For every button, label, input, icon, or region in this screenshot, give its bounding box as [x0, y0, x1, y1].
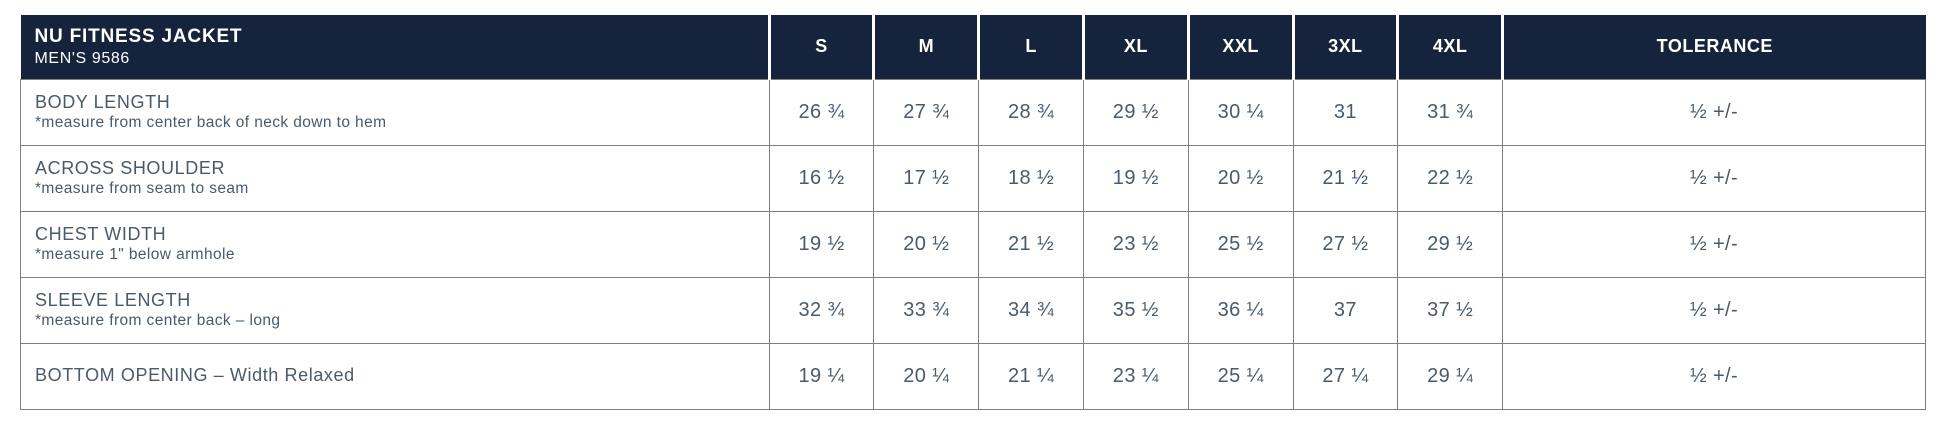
size-value: 23 ¼	[1082, 342, 1189, 410]
size-value: 37 ½	[1397, 276, 1504, 344]
column-header-m: M	[872, 15, 979, 79]
size-value: 19 ½	[1082, 144, 1189, 212]
size-value: 36 ¼	[1187, 276, 1294, 344]
size-value: 20 ½	[1187, 144, 1294, 212]
measurement-name: BODY LENGTH	[35, 91, 171, 112]
tolerance-value: ½ +/-	[1502, 144, 1926, 212]
measurement-name: ACROSS SHOULDER	[35, 157, 226, 178]
size-value: 21 ½	[978, 210, 1084, 278]
header-row: NU FITNESS JACKET MEN'S 9586 S M L XL XX…	[20, 15, 1926, 79]
table-row-chest-width: CHEST WIDTH *measure 1" below armhole 19…	[20, 210, 1926, 278]
measurement-note: *measure from center back – long	[35, 311, 281, 329]
size-chart-table: NU FITNESS JACKET MEN'S 9586 S M L XL XX…	[20, 15, 1926, 410]
column-header-3xl: 3XL	[1291, 15, 1398, 79]
measurement-label-cell: BOTTOM OPENING – Width Relaxed	[20, 342, 770, 410]
product-header-cell: NU FITNESS JACKET MEN'S 9586	[20, 15, 770, 79]
measurement-label-cell: CHEST WIDTH *measure 1" below armhole	[20, 210, 770, 278]
tolerance-value: ½ +/-	[1502, 210, 1926, 278]
product-style-number: MEN'S 9586	[34, 50, 130, 68]
measurement-label-cell: SLEEVE LENGTH *measure from center back …	[20, 276, 770, 344]
size-value: 21 ½	[1292, 144, 1399, 212]
size-value: 29 ½	[1397, 210, 1504, 278]
size-value: 37	[1292, 276, 1399, 344]
product-title: NU FITNESS JACKET	[34, 26, 243, 48]
column-header-xl: XL	[1081, 15, 1189, 79]
measurement-name: SLEEVE LENGTH	[35, 289, 191, 310]
size-value: 31	[1292, 78, 1399, 146]
size-chart-container: NU FITNESS JACKET MEN'S 9586 S M L XL XX…	[20, 15, 1926, 410]
column-header-s: S	[767, 15, 874, 79]
size-value: 34 ¾	[978, 276, 1084, 344]
measurement-label-cell: BODY LENGTH *measure from center back of…	[20, 78, 770, 146]
size-value: 29 ½	[1082, 78, 1189, 146]
measurement-note: *measure from seam to seam	[35, 179, 249, 197]
tolerance-value: ½ +/-	[1502, 276, 1926, 344]
size-value: 26 ¾	[768, 78, 875, 146]
size-value: 35 ½	[1082, 276, 1189, 344]
table-row-sleeve-length: SLEEVE LENGTH *measure from center back …	[20, 276, 1926, 344]
measurement-note: *measure from center back of neck down t…	[35, 113, 387, 131]
tolerance-value: ½ +/-	[1502, 78, 1926, 146]
size-value: 17 ½	[873, 144, 980, 212]
size-value: 19 ½	[768, 210, 875, 278]
size-value: 27 ¼	[1292, 342, 1399, 410]
measurement-name: BOTTOM OPENING – Width Relaxed	[35, 365, 355, 386]
size-value: 28 ¾	[978, 78, 1084, 146]
column-header-tolerance: TOLERANCE	[1501, 15, 1926, 79]
table-header: NU FITNESS JACKET MEN'S 9586 S M L XL XX…	[20, 15, 1926, 79]
tolerance-value: ½ +/-	[1502, 342, 1926, 410]
table-row-bottom-opening: BOTTOM OPENING – Width Relaxed 19 ¼ 20 ¼…	[20, 342, 1926, 410]
size-value: 19 ¼	[768, 342, 875, 410]
size-value: 22 ½	[1397, 144, 1504, 212]
measurement-note: *measure 1" below armhole	[35, 245, 235, 263]
size-value: 18 ½	[978, 144, 1084, 212]
size-value: 25 ½	[1187, 210, 1294, 278]
size-value: 23 ½	[1082, 210, 1189, 278]
size-value: 31 ¾	[1397, 78, 1504, 146]
size-value: 16 ½	[768, 144, 875, 212]
size-value: 32 ¾	[768, 276, 875, 344]
table-row-across-shoulder: ACROSS SHOULDER *measure from seam to se…	[20, 144, 1926, 212]
size-value: 20 ½	[873, 210, 980, 278]
measurement-name: CHEST WIDTH	[35, 223, 167, 244]
column-header-4xl: 4XL	[1396, 15, 1503, 79]
table-body: BODY LENGTH *measure from center back of…	[20, 78, 1926, 410]
table-row-body-length: BODY LENGTH *measure from center back of…	[20, 78, 1926, 146]
column-header-l: L	[977, 15, 1084, 79]
size-value: 25 ¼	[1187, 342, 1294, 410]
size-value: 33 ¾	[873, 276, 980, 344]
size-value: 29 ¼	[1397, 342, 1504, 410]
size-value: 30 ¼	[1187, 78, 1294, 146]
column-header-xxl: XXL	[1186, 15, 1293, 79]
size-value: 20 ¼	[873, 342, 980, 410]
size-value: 21 ¼	[978, 342, 1084, 410]
measurement-label-cell: ACROSS SHOULDER *measure from seam to se…	[20, 144, 770, 212]
size-value: 27 ¾	[873, 78, 980, 146]
size-value: 27 ½	[1292, 210, 1399, 278]
